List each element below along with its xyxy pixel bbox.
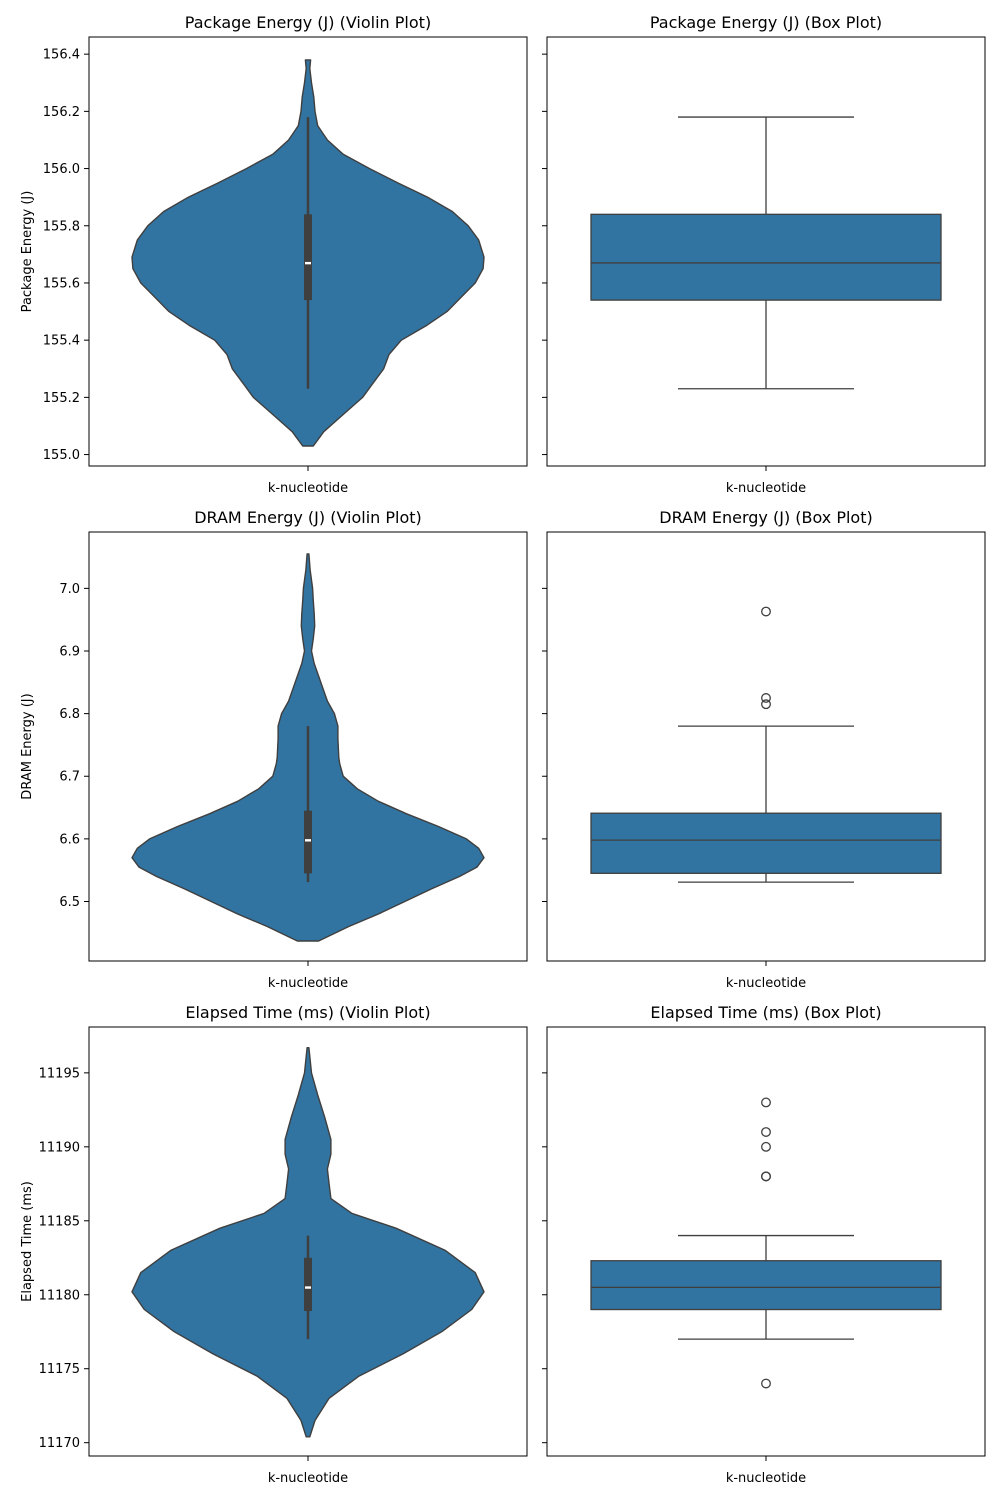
y-tick-label: 6.9 <box>59 644 80 659</box>
y-tick-label: 7.0 <box>59 582 80 597</box>
plot-frame <box>88 1026 528 1457</box>
y-tick-label: 156.0 <box>43 162 80 177</box>
plot-frame <box>88 36 528 467</box>
x-tick-label: k-nucleotide <box>726 481 806 496</box>
violin-iqr-box <box>304 1257 312 1312</box>
outlier-point <box>761 1127 771 1137</box>
chart-title: Elapsed Time (ms) (Violin Plot) <box>185 1003 430 1022</box>
y-tick-label: 155.4 <box>43 334 80 349</box>
y-tick-label: 155.8 <box>43 219 80 234</box>
y-tick-label: 155.0 <box>43 448 80 463</box>
violin-median-marker <box>305 261 311 265</box>
y-tick-label: 156.2 <box>43 105 80 120</box>
y-axis-label: DRAM Energy (J) <box>20 693 35 799</box>
y-tick-label: 155.6 <box>43 276 80 291</box>
box-iqr <box>590 812 942 874</box>
x-tick-label: k-nucleotide <box>726 1471 806 1486</box>
x-tick-label: k-nucleotide <box>268 976 348 991</box>
violin-iqr-box <box>304 214 312 301</box>
y-tick-label: 11180 <box>39 1288 80 1303</box>
y-tick-label: 11185 <box>39 1214 80 1229</box>
x-tick-label: k-nucleotide <box>268 481 348 496</box>
outlier-point <box>761 1171 771 1182</box>
x-tick-label: k-nucleotide <box>268 1471 348 1486</box>
chart-panel-2: Package Energy (J) (Box Plot) k-nucleotid… <box>542 13 986 496</box>
violin-median-marker <box>305 1286 311 1289</box>
chart-title: DRAM Energy (J) (Box Plot) <box>659 508 872 527</box>
chart-panel-5: Elapsed Time (ms) (Violin Plot) 11170 1117… <box>20 1003 528 1486</box>
plot-frame <box>546 531 986 962</box>
outlier-point <box>761 693 771 703</box>
outlier-point <box>761 1378 771 1389</box>
outlier-point <box>761 1097 771 1108</box>
plot-frame <box>88 531 528 962</box>
y-tick-label: 6.6 <box>59 832 80 847</box>
plot-frame <box>546 36 986 467</box>
y-tick-label: 156.4 <box>43 48 80 63</box>
chart-title: Package Energy (J) (Box Plot) <box>650 13 882 32</box>
y-tick-label: 6.7 <box>59 770 80 785</box>
chart-panel-4: DRAM Energy (J) (Box Plot) k-nucleotide <box>542 508 986 991</box>
chart-title: DRAM Energy (J) (Violin Plot) <box>194 508 422 527</box>
chart-title: Package Energy (J) (Violin Plot) <box>185 13 431 32</box>
y-axis-label: Elapsed Time (ms) <box>20 1181 35 1302</box>
y-tick-label: 11175 <box>39 1362 80 1377</box>
chart-panel-1: Package Energy (J) (Violin Plot) 155.0 155… <box>20 13 528 496</box>
chart-panel-3: DRAM Energy (J) (Violin Plot) 6.5 6.6 6.7 6.… <box>20 508 528 991</box>
outlier-point <box>761 1141 771 1152</box>
chart-title: Elapsed Time (ms) (Box Plot) <box>650 1003 881 1022</box>
box-iqr <box>590 1260 942 1311</box>
violin-iqr-box <box>304 810 312 874</box>
x-tick-label: k-nucleotide <box>726 976 806 991</box>
y-tick-label: 155.2 <box>43 391 80 406</box>
y-tick-label: 6.8 <box>59 707 80 722</box>
outlier-point <box>761 606 771 617</box>
box-iqr <box>590 213 942 301</box>
y-tick-label: 11170 <box>39 1436 80 1451</box>
violin-median-marker <box>305 839 311 842</box>
outlier-point <box>761 699 771 710</box>
plot-frame <box>546 1026 986 1457</box>
y-tick-label: 11195 <box>39 1066 80 1081</box>
y-axis-label: Package Energy (J) <box>20 191 35 313</box>
chart-panel-6: Elapsed Time (ms) (Box Plot) k-nucleotide <box>542 1003 986 1486</box>
y-tick-label: 11190 <box>39 1140 80 1155</box>
y-tick-label: 6.5 <box>59 895 80 910</box>
